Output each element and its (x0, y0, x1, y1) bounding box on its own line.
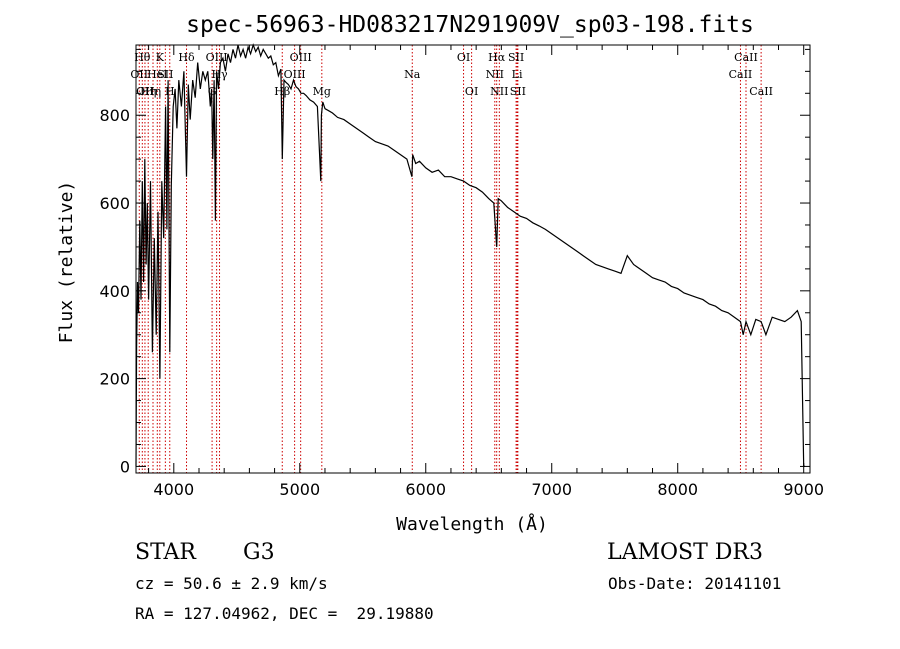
x-tick-label: 4000 (153, 480, 194, 499)
x-tick-label: 6000 (405, 480, 446, 499)
line-label: OIII (284, 68, 306, 81)
x-axis: 4000 5000 6000 7000 8000 9000 (148, 45, 824, 499)
line-label: Hθ (134, 51, 151, 64)
redshift-velocity: cz = 50.6 ± 2.9 km/s (135, 574, 328, 593)
line-label: K (156, 51, 165, 64)
spectrum-line (135, 43, 805, 467)
line-label: Hβ (274, 85, 290, 98)
line-label: OIII (206, 51, 228, 64)
x-tick-label: 8000 (657, 480, 698, 499)
spectrum-chart: spec-56963-HD083217N291909V_sp03-198.fit… (56, 12, 824, 535)
line-label: OI (457, 51, 470, 64)
x-axis-label: Wavelength (Å) (396, 513, 548, 535)
y-axis-label: Flux (relative) (56, 181, 77, 344)
line-markers (138, 45, 762, 473)
line-label: OII (130, 68, 148, 81)
line-label: OI (465, 85, 478, 98)
line-label: HeI (147, 68, 167, 81)
coordinates: RA = 127.04962, DEC = 29.19880 (135, 604, 434, 623)
y-tick-label: 0 (120, 457, 130, 476)
object-class: STAR (135, 540, 196, 565)
line-label: NII (490, 85, 508, 98)
x-tick-label: 9000 (783, 480, 824, 499)
line-label: OIII (290, 51, 312, 64)
line-label: CaII (734, 51, 758, 64)
line-label: Hα (488, 51, 506, 64)
line-label: CaII (729, 68, 753, 81)
line-label: Li (512, 68, 523, 81)
y-tick-label: 600 (99, 194, 130, 213)
line-label: Hη (145, 85, 161, 98)
y-axis: 0 200 400 600 800 (99, 48, 810, 476)
y-tick-label: 400 (99, 282, 130, 301)
plot-frame (135, 44, 811, 474)
line-label: Na (404, 68, 421, 81)
y-tick-label: 200 (99, 370, 130, 389)
line-label: SII (508, 51, 524, 64)
x-tick-label: 5000 (279, 480, 320, 499)
object-subclass: G3 (243, 540, 275, 565)
line-marker-labels: OIIHθOIIHηHηHeIKSIIHHδGOIIIHγHβOIIIOIIIM… (130, 51, 773, 98)
line-label: Hδ (178, 51, 195, 64)
line-label: Hη (140, 85, 156, 98)
observation-date: Obs-Date: 20141101 (608, 574, 782, 593)
line-label: H (165, 85, 175, 98)
line-label: OII (136, 85, 154, 98)
line-label: SII (157, 68, 173, 81)
survey-name: LAMOST DR3 (607, 540, 763, 565)
chart-title: spec-56963-HD083217N291909V_sp03-198.fit… (186, 12, 754, 38)
line-label: SII (510, 85, 526, 98)
line-label: Mg (313, 85, 331, 98)
line-label: NII (486, 68, 504, 81)
x-tick-label: 7000 (531, 480, 572, 499)
line-label: CaII (749, 85, 773, 98)
y-tick-label: 800 (99, 106, 130, 125)
